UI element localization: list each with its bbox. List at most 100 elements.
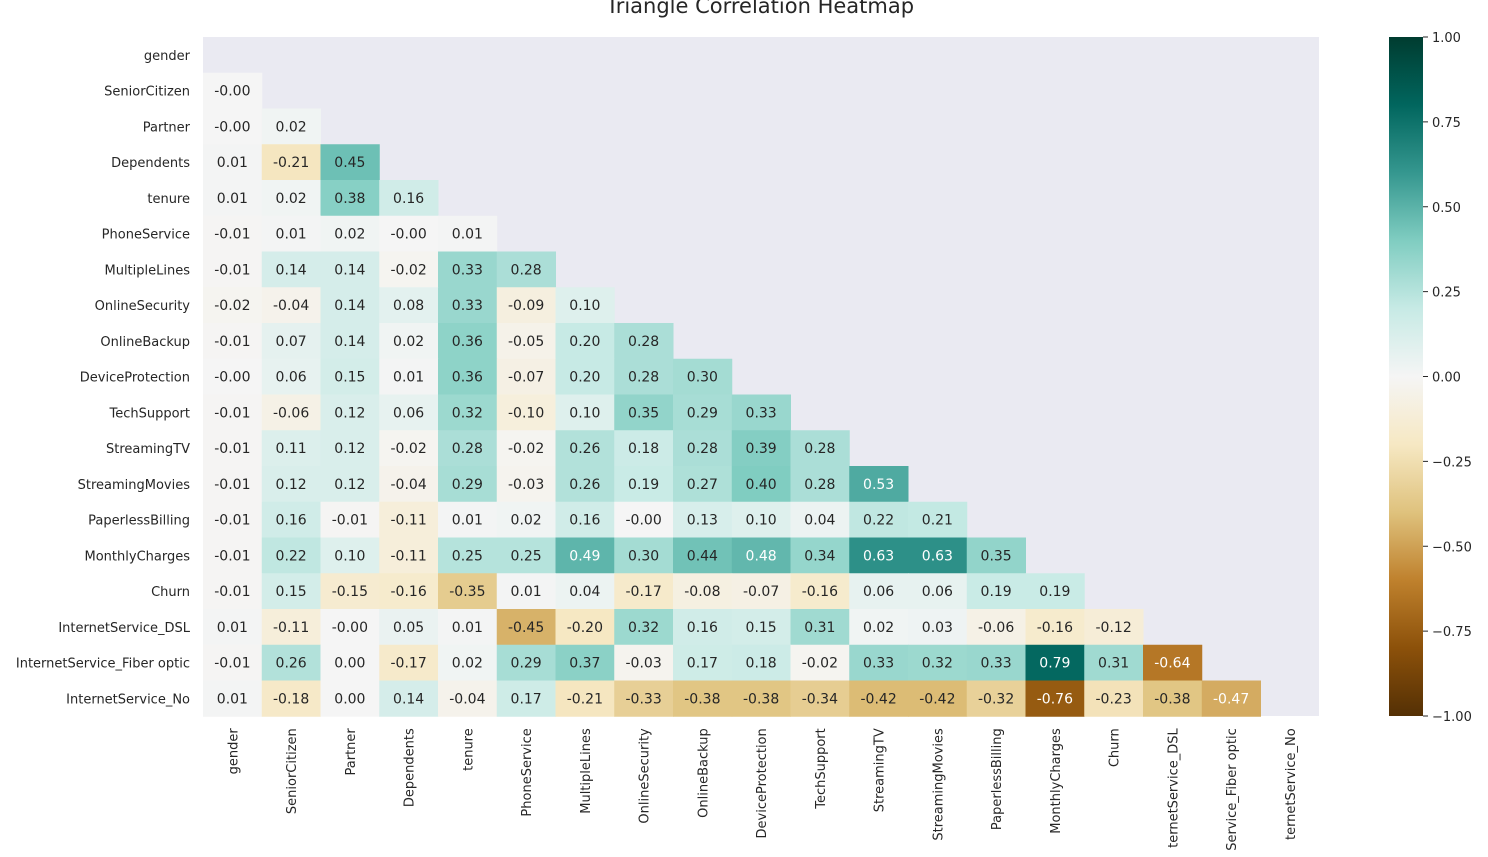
x-tick-label: Service_Fiber optic <box>1225 728 1240 850</box>
heatmap-cell <box>555 644 615 681</box>
heatmap-cell <box>379 501 439 538</box>
cell-label: 0.19 <box>628 477 659 493</box>
cell-label: 0.29 <box>511 656 542 672</box>
cell-label: -0.04 <box>391 477 427 493</box>
cell-label: 0.01 <box>217 691 248 707</box>
heatmap-cell <box>379 466 439 503</box>
heatmap-cell <box>438 537 498 574</box>
cell-label: 0.19 <box>1039 584 1070 600</box>
cell-label: -0.01 <box>214 441 250 457</box>
heatmap-cell <box>731 644 791 681</box>
y-tick-label: Partner <box>143 120 191 135</box>
colorbar-tick-label: 0.00 <box>1432 371 1461 386</box>
cell-label: -0.03 <box>626 656 662 672</box>
cell-label: 0.26 <box>569 477 600 493</box>
cell-label: -0.17 <box>626 584 662 600</box>
y-tick-label: MultipleLines <box>104 263 190 278</box>
heatmap-cell <box>673 466 733 503</box>
heatmap-cell <box>320 394 380 431</box>
heatmap-cell <box>673 394 733 431</box>
cell-label: -0.76 <box>1037 691 1073 707</box>
cell-label: -0.16 <box>391 584 427 600</box>
cell-label: 0.32 <box>628 620 659 636</box>
cell-label: 0.12 <box>334 441 365 457</box>
heatmap-cell <box>555 537 615 574</box>
cell-label: 0.01 <box>393 370 424 386</box>
heatmap-cell <box>438 644 498 681</box>
heatmap-cell <box>438 287 498 324</box>
heatmap-cell <box>496 501 556 538</box>
cell-label: -0.02 <box>391 441 427 457</box>
cell-label: 0.28 <box>452 441 483 457</box>
heatmap-cell <box>555 358 615 395</box>
heatmap-cell <box>320 430 380 467</box>
heatmap-cell <box>908 501 968 538</box>
heatmap-cell <box>614 609 674 646</box>
cell-label: 0.33 <box>746 405 777 421</box>
cell-label: 0.14 <box>276 262 307 278</box>
heatmap-cell <box>1143 680 1203 717</box>
heatmap-cell <box>261 573 321 610</box>
cell-label: 0.14 <box>393 691 424 707</box>
cell-label: 0.25 <box>452 548 483 564</box>
cell-label: -0.01 <box>214 334 250 350</box>
cell-label: 0.01 <box>452 513 483 529</box>
heatmap-cell <box>320 251 380 288</box>
heatmap-cell <box>673 644 733 681</box>
x-tick-label: Churn <box>1108 728 1123 767</box>
heatmap-cell <box>790 644 850 681</box>
cell-label: 0.28 <box>804 477 835 493</box>
cell-label: 0.10 <box>569 298 600 314</box>
cell-label: 0.06 <box>863 584 894 600</box>
cell-label: 0.01 <box>276 227 307 243</box>
cell-label: 0.28 <box>628 370 659 386</box>
cell-label: 0.79 <box>1039 656 1070 672</box>
cell-label: 0.17 <box>687 656 718 672</box>
heatmap-cell <box>261 537 321 574</box>
heatmap-cell <box>438 609 498 646</box>
heatmap-cell <box>908 680 968 717</box>
y-tick-label: InternetService_No <box>66 692 190 707</box>
heatmap-cell <box>203 180 263 217</box>
cell-label: 0.33 <box>863 656 894 672</box>
cell-label: 0.30 <box>628 548 659 564</box>
heatmap-cell <box>555 394 615 431</box>
cell-label: 0.10 <box>746 513 777 529</box>
heatmap-cell <box>614 466 674 503</box>
heatmap-cell <box>1025 644 1085 681</box>
heatmap-cell <box>614 680 674 717</box>
heatmap-cell <box>320 609 380 646</box>
heatmap-cell <box>320 358 380 395</box>
cell-label: 0.06 <box>922 584 953 600</box>
cell-label: -0.38 <box>743 691 779 707</box>
heatmap-cell <box>379 358 439 395</box>
heatmap-cell <box>320 644 380 681</box>
cell-label: 0.22 <box>276 548 307 564</box>
x-tick-label: MonthlyCharges <box>1049 728 1064 834</box>
heatmap-cell <box>790 501 850 538</box>
cell-label: -0.01 <box>214 584 250 600</box>
cell-label: 0.04 <box>569 584 600 600</box>
cell-label: -0.02 <box>508 441 544 457</box>
heatmap-cell <box>555 323 615 360</box>
cell-label: -0.34 <box>802 691 838 707</box>
heatmap-cell <box>555 680 615 717</box>
heatmap-cell <box>614 644 674 681</box>
heatmap-cell <box>966 680 1026 717</box>
cell-label: -0.23 <box>1096 691 1132 707</box>
colorbar-tick-label: −0.25 <box>1432 455 1472 470</box>
cell-label: -0.00 <box>332 620 368 636</box>
cell-label: -0.12 <box>1096 620 1132 636</box>
cell-label: 0.15 <box>746 620 777 636</box>
heatmap-cell <box>731 501 791 538</box>
cell-label: 0.16 <box>393 191 424 207</box>
y-tick-label: OnlineBackup <box>100 335 190 350</box>
x-tick-label: OnlineSecurity <box>638 728 653 824</box>
heatmap-cell <box>320 180 380 217</box>
heatmap-cell <box>496 680 556 717</box>
cell-label: 0.19 <box>981 584 1012 600</box>
cell-label: 0.22 <box>863 513 894 529</box>
colorbar-tick-label: −0.50 <box>1432 540 1472 555</box>
heatmap-cell <box>379 680 439 717</box>
cell-label: -0.45 <box>508 620 544 636</box>
